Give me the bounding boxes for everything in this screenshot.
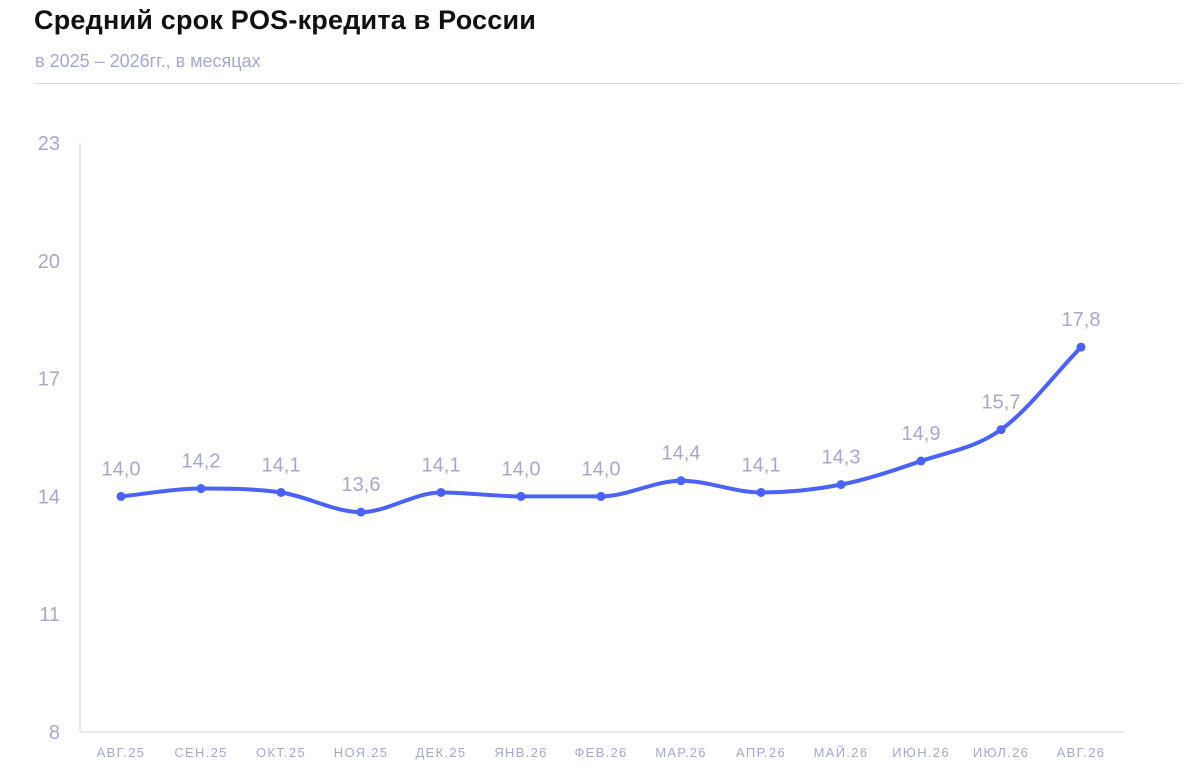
- data-label: 14,0: [582, 458, 621, 480]
- data-point: [916, 456, 926, 466]
- y-tick-label: 17: [38, 369, 60, 391]
- x-tick-label: ДЕК.25: [416, 745, 467, 760]
- y-tick-label: 14: [38, 486, 60, 508]
- y-tick-label: 8: [49, 722, 60, 744]
- data-point: [356, 507, 366, 517]
- y-tick-label: 11: [39, 604, 60, 626]
- series: [116, 342, 1086, 517]
- data-label: 14,0: [102, 458, 141, 480]
- data-label: 15,7: [982, 392, 1021, 414]
- data-label: 17,8: [1062, 309, 1101, 331]
- data-label: 13,6: [342, 474, 381, 496]
- data-point: [836, 480, 846, 490]
- x-tick-label: ИЮН.26: [892, 745, 950, 760]
- data-label: 14,0: [502, 458, 541, 480]
- y-tick-label: 20: [38, 251, 60, 273]
- data-label: 14,3: [822, 447, 861, 469]
- x-tick-label: МАР.26: [655, 745, 707, 760]
- y-tick-label: 23: [38, 133, 60, 155]
- x-tick-label: НОЯ.25: [334, 745, 388, 760]
- data-point: [516, 491, 526, 501]
- x-tick-label: ОКТ.25: [256, 745, 306, 760]
- chart-subtitle: в 2025 – 2026гг., в месяцах: [35, 51, 261, 71]
- data-point: [196, 484, 206, 494]
- chart-title: Средний срок POS-кредита в России: [34, 5, 537, 35]
- header-divider: [34, 83, 1182, 84]
- data-point: [1076, 342, 1086, 352]
- data-point: [756, 487, 766, 497]
- data-point: [596, 491, 606, 501]
- data-labels: 14,0 14,2 14,1 13,6 14,1 14,0 14,0 14,4 14,1 14,3…: [102, 309, 1101, 496]
- x-tick-label: АПР.26: [736, 745, 786, 760]
- data-label: 14,9: [902, 423, 941, 445]
- x-tick-label: ИЮЛ.26: [973, 745, 1029, 760]
- x-tick-label: АВГ.25: [97, 745, 146, 760]
- x-tick-label: ФЕВ.26: [574, 745, 627, 760]
- x-tick-label: ЯНВ.26: [494, 745, 547, 760]
- data-point: [276, 487, 286, 497]
- x-tick-label: СЕН.25: [174, 745, 227, 760]
- data-label: 14,1: [422, 454, 461, 476]
- data-point: [116, 491, 126, 501]
- data-point: [676, 476, 686, 486]
- data-point: [436, 487, 446, 497]
- data-point: [996, 425, 1006, 435]
- x-tick-label: МАЙ.26: [814, 745, 869, 760]
- x-tick-label: АВГ.26: [1057, 745, 1106, 760]
- data-label: 14,1: [742, 454, 781, 476]
- data-label: 14,4: [662, 443, 701, 465]
- x-axis: АВГ.25 СЕН.25 ОКТ.25 НОЯ.25 ДЕК.25 ЯНВ.26 ФЕВ.…: [80, 731, 1124, 760]
- data-label: 14,2: [182, 451, 221, 473]
- y-axis: 8 11 14 17 20 23: [38, 133, 81, 744]
- data-label: 14,1: [262, 454, 301, 476]
